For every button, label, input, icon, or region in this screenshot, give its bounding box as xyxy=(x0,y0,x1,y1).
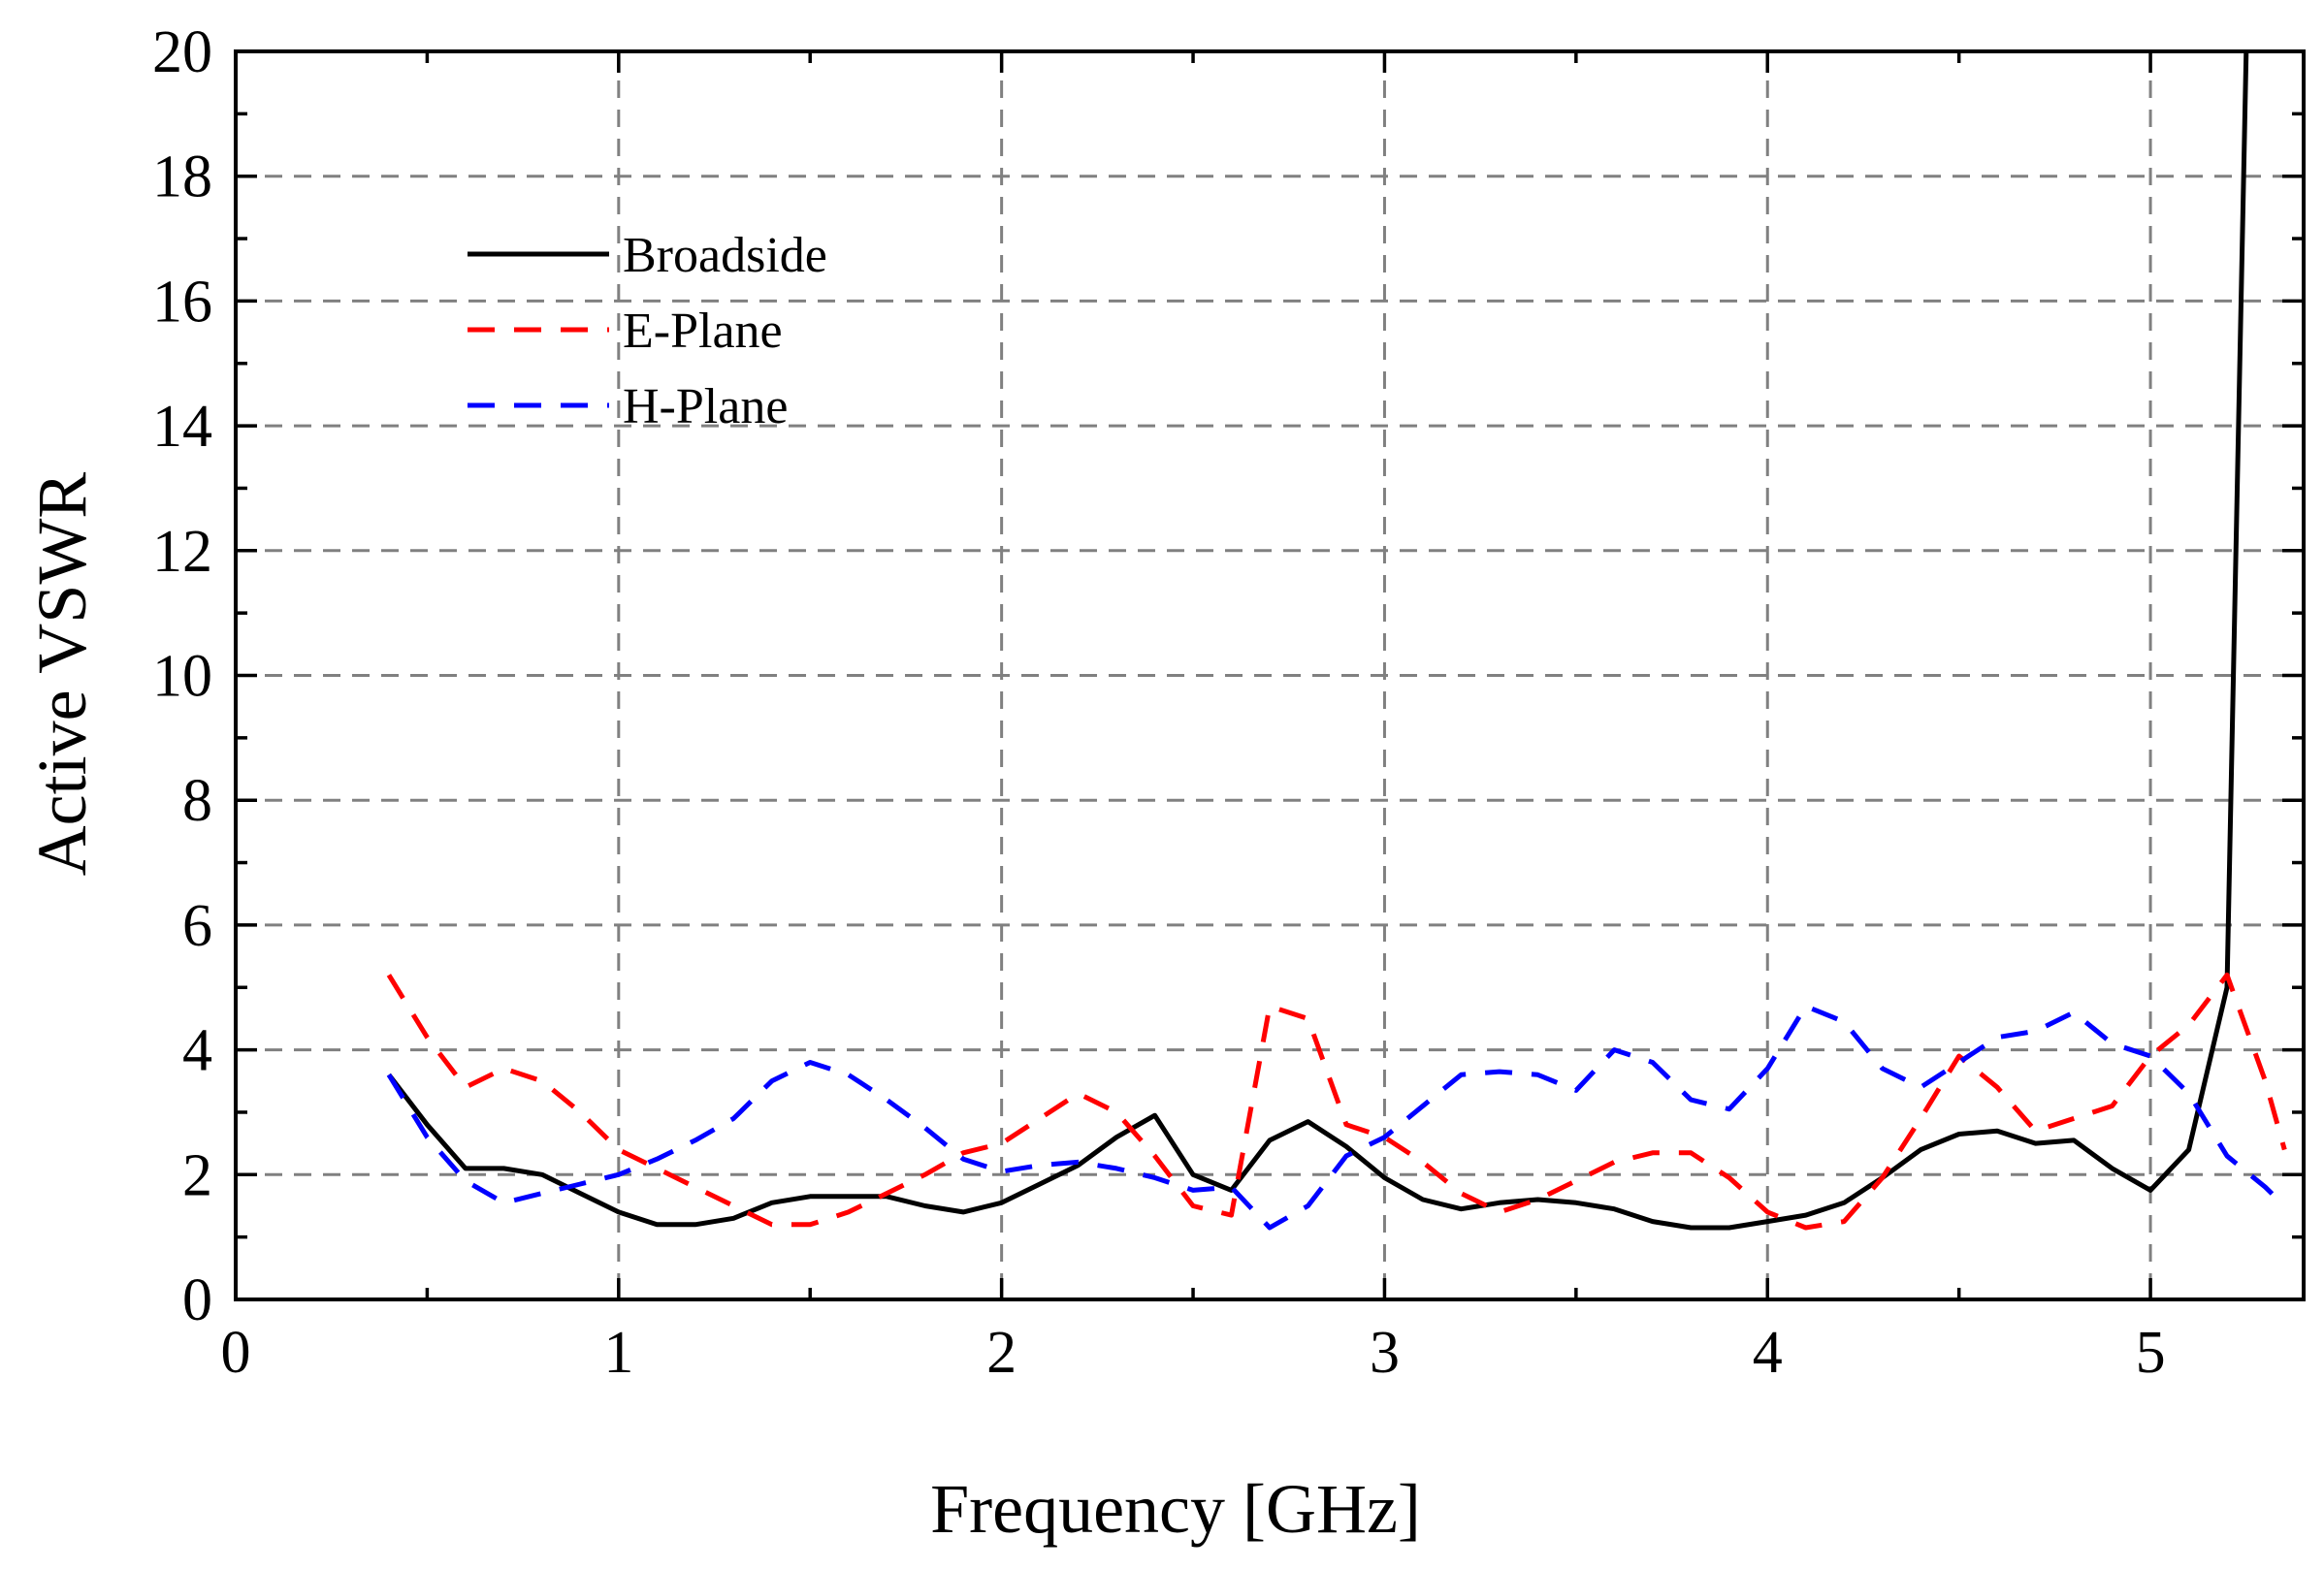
series-layer xyxy=(386,50,2287,1231)
series-h-plane-line xyxy=(386,1004,2287,1231)
y-tick-label: 8 xyxy=(182,768,212,834)
x-tick-label: 0 xyxy=(221,1320,251,1386)
x-tick-label: 3 xyxy=(1370,1320,1400,1386)
y-tick-label: 18 xyxy=(152,144,212,210)
y-tick-label: 4 xyxy=(182,1018,212,1084)
x-tick-label: 2 xyxy=(986,1320,1017,1386)
x-tick-label: 5 xyxy=(2136,1320,2166,1386)
legend-label-e-plane: E-Plane xyxy=(623,304,783,359)
x-axis-title: Frequency [GHz] xyxy=(930,1470,1421,1548)
x-tick-label: 1 xyxy=(603,1320,633,1386)
x-tick-labels: 0 1 2 3 4 5 xyxy=(221,1320,2166,1386)
y-tick-label: 10 xyxy=(152,644,212,710)
y-tick-label: 6 xyxy=(182,893,212,959)
series-broadside-line xyxy=(386,50,2249,1231)
series-e-plane-line xyxy=(386,972,2287,1231)
y-tick-labels: 0 2 4 6 8 10 12 14 16 18 20 xyxy=(152,19,212,1333)
y-tick-label: 20 xyxy=(152,19,212,85)
legend-label-h-plane: H-Plane xyxy=(623,379,788,434)
y-tick-label: 12 xyxy=(152,519,212,585)
legend: Broadside E-Plane H-Plane xyxy=(468,228,827,434)
grid xyxy=(236,51,2304,1299)
legend-label-broadside: Broadside xyxy=(623,228,827,283)
y-tick-label: 0 xyxy=(182,1267,212,1333)
y-tick-label: 14 xyxy=(152,394,212,460)
y-tick-label: 16 xyxy=(152,269,212,335)
x-tick-label: 4 xyxy=(1753,1320,1783,1386)
ticks xyxy=(234,49,2304,1301)
y-axis-title: Active VSWR xyxy=(23,472,101,877)
y-tick-label: 2 xyxy=(182,1142,212,1208)
